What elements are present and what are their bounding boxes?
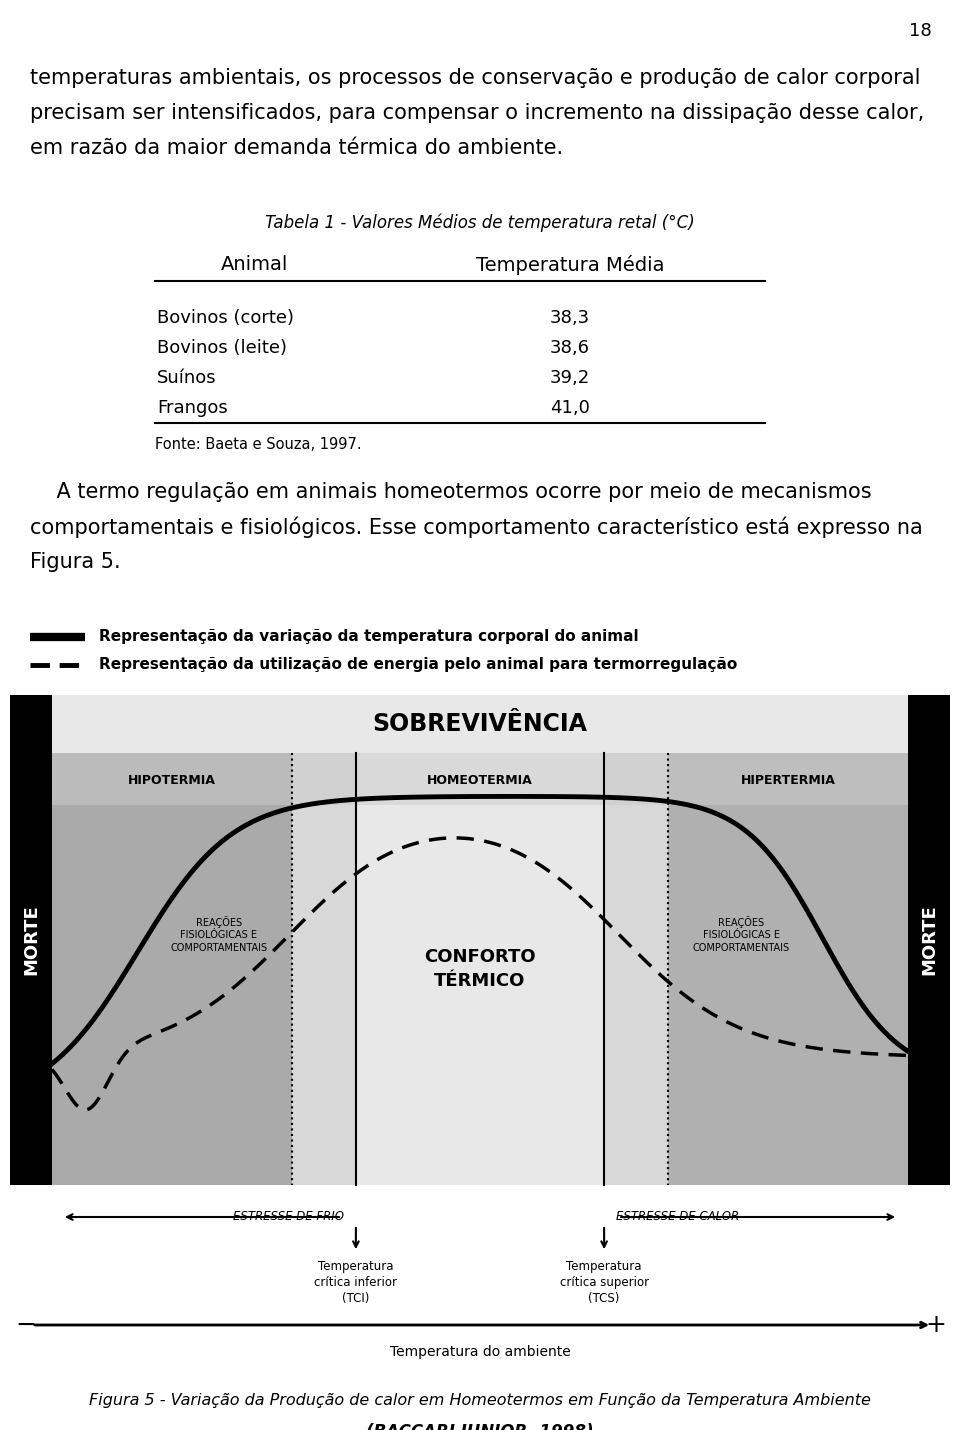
Bar [52, 754, 908, 805]
Text: +: + [925, 1313, 947, 1337]
Text: HOMEOTERMIA: HOMEOTERMIA [427, 775, 533, 788]
Text: Temperatura do ambiente: Temperatura do ambiente [390, 1346, 570, 1358]
Bar [292, 754, 668, 1185]
Text: Temperatura
crítica superior
(TCS): Temperatura crítica superior (TCS) [560, 1260, 649, 1306]
Text: Frangos: Frangos [157, 399, 228, 418]
Text: Figura 5 - Variação da Produção de calor em Homeotermos em Função da Temperatura: Figura 5 - Variação da Produção de calor… [89, 1393, 871, 1409]
Text: 39,2: 39,2 [550, 369, 590, 388]
Text: Bovinos (corte): Bovinos (corte) [157, 309, 294, 327]
Text: temperaturas ambientais, os processos de conservação e produção de calor corpora: temperaturas ambientais, os processos de… [30, 69, 921, 89]
Text: Figura 5.: Figura 5. [30, 552, 121, 572]
Text: HIPERTERMIA: HIPERTERMIA [741, 775, 835, 788]
Text: HIPOTERMIA: HIPOTERMIA [128, 775, 216, 788]
Text: 38,3: 38,3 [550, 309, 590, 327]
Text: SOBREVIVÊNCIA: SOBREVIVÊNCIA [372, 712, 588, 736]
Text: Representação da variação da temperatura corporal do animal: Representação da variação da temperatura… [99, 629, 638, 644]
Bar [10, 695, 950, 1185]
Text: REAÇÕES
FISIOLÓGICAS E
COMPORTAMENTAIS: REAÇÕES FISIOLÓGICAS E COMPORTAMENTAIS [692, 917, 790, 952]
Text: Temperatura
crítica inferior
(TCI): Temperatura crítica inferior (TCI) [314, 1260, 397, 1306]
Text: em razão da maior demanda térmica do ambiente.: em razão da maior demanda térmica do amb… [30, 139, 564, 157]
Text: Suínos: Suínos [157, 369, 217, 388]
Text: Fonte: Baeta e Souza, 1997.: Fonte: Baeta e Souza, 1997. [155, 438, 362, 452]
Text: MORTE: MORTE [920, 905, 938, 975]
Bar [10, 695, 52, 1185]
Text: 18: 18 [908, 21, 931, 40]
Text: (BACCARI JUNIOR, 1998): (BACCARI JUNIOR, 1998) [366, 1423, 594, 1430]
Text: Animal: Animal [222, 255, 289, 275]
Text: comportamentais e fisiológicos. Esse comportamento característico está expresso : comportamentais e fisiológicos. Esse com… [30, 518, 923, 539]
Text: ESTRESSE DE FRIO: ESTRESSE DE FRIO [233, 1211, 344, 1224]
Text: 38,6: 38,6 [550, 339, 590, 358]
Bar [52, 754, 292, 1185]
Bar [908, 695, 950, 1185]
Bar [52, 695, 908, 754]
Text: 41,0: 41,0 [550, 399, 590, 418]
Text: CONFORTO
TÉRMICO: CONFORTO TÉRMICO [424, 948, 536, 990]
Text: A termo regulação em animais homeotermos ocorre por meio de mecanismos: A termo regulação em animais homeotermos… [30, 482, 872, 502]
Text: Temperatura Média: Temperatura Média [476, 255, 664, 275]
Text: precisam ser intensificados, para compensar o incremento na dissipação desse cal: precisam ser intensificados, para compen… [30, 103, 924, 123]
Text: MORTE: MORTE [22, 905, 40, 975]
Bar [356, 754, 604, 1185]
Text: REAÇÕES
FISIOLÓGICAS E
COMPORTAMENTAIS: REAÇÕES FISIOLÓGICAS E COMPORTAMENTAIS [170, 917, 268, 952]
Text: Tabela 1 - Valores Médios de temperatura retal (°C): Tabela 1 - Valores Médios de temperatura… [265, 213, 695, 232]
Text: −: − [15, 1313, 36, 1337]
Text: ESTRESSE DE CALOR: ESTRESSE DE CALOR [616, 1211, 739, 1224]
Text: Representação da utilização de energia pelo animal para termorregulação: Representação da utilização de energia p… [99, 656, 737, 672]
Bar [668, 754, 908, 1185]
Text: Bovinos (leite): Bovinos (leite) [157, 339, 287, 358]
